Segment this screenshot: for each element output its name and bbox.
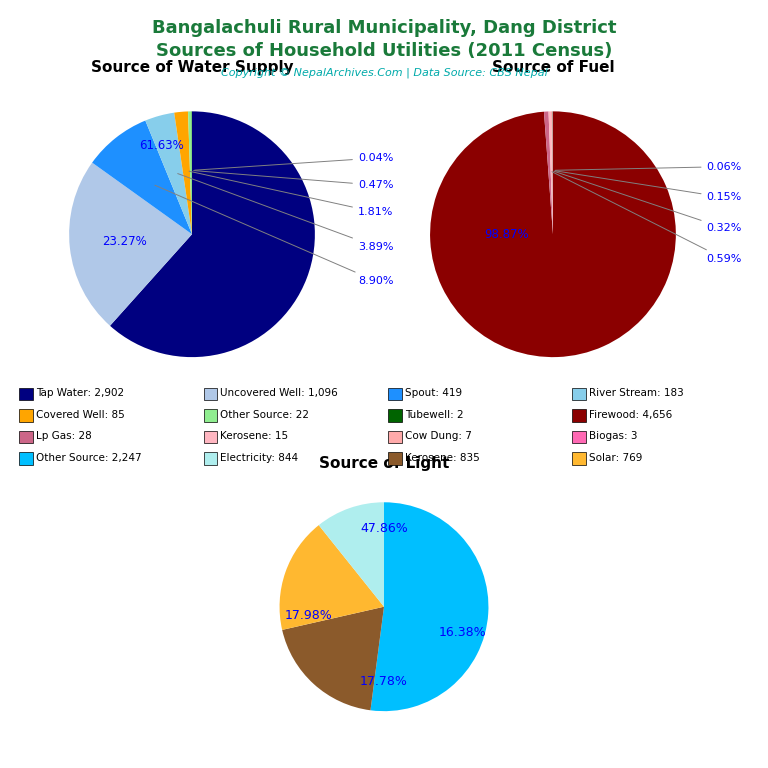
Text: River Stream: 183: River Stream: 183 xyxy=(589,388,684,399)
Text: Other Source: 22: Other Source: 22 xyxy=(220,409,310,420)
Text: 98.87%: 98.87% xyxy=(484,228,528,240)
Wedge shape xyxy=(544,111,553,234)
Wedge shape xyxy=(110,111,315,357)
Text: Kerosene: 15: Kerosene: 15 xyxy=(220,431,289,442)
Title: Source of Water Supply: Source of Water Supply xyxy=(91,61,293,75)
Text: Kerosene: 835: Kerosene: 835 xyxy=(405,452,479,463)
Text: 0.59%: 0.59% xyxy=(552,172,742,264)
Wedge shape xyxy=(282,607,384,710)
Text: 16.38%: 16.38% xyxy=(439,627,486,639)
Text: 8.90%: 8.90% xyxy=(155,185,393,286)
Text: Copyright © NepalArchives.Com | Data Source: CBS Nepal: Copyright © NepalArchives.Com | Data Sou… xyxy=(220,68,548,78)
Text: Cow Dung: 7: Cow Dung: 7 xyxy=(405,431,472,442)
Text: 0.47%: 0.47% xyxy=(194,170,393,190)
Text: Tubewell: 2: Tubewell: 2 xyxy=(405,409,463,420)
Text: 0.15%: 0.15% xyxy=(555,170,742,203)
Text: 61.63%: 61.63% xyxy=(139,139,184,152)
Text: Covered Well: 85: Covered Well: 85 xyxy=(36,409,125,420)
Wedge shape xyxy=(69,163,192,326)
Text: 17.78%: 17.78% xyxy=(360,675,408,688)
Text: 3.89%: 3.89% xyxy=(177,174,393,252)
Text: Spout: 419: Spout: 419 xyxy=(405,388,462,399)
Wedge shape xyxy=(280,525,384,630)
Text: 0.32%: 0.32% xyxy=(554,171,742,233)
Text: Lp Gas: 28: Lp Gas: 28 xyxy=(36,431,92,442)
Wedge shape xyxy=(548,111,553,234)
Title: Source of Light: Source of Light xyxy=(319,456,449,471)
Text: Uncovered Well: 1,096: Uncovered Well: 1,096 xyxy=(220,388,338,399)
Title: Source of Fuel: Source of Fuel xyxy=(492,61,614,75)
Text: Tap Water: 2,902: Tap Water: 2,902 xyxy=(36,388,124,399)
Text: Solar: 769: Solar: 769 xyxy=(589,452,642,463)
Wedge shape xyxy=(370,502,488,711)
Wedge shape xyxy=(188,111,192,234)
Wedge shape xyxy=(551,111,553,234)
Wedge shape xyxy=(174,111,192,234)
Wedge shape xyxy=(92,121,192,234)
Text: Other Source: 2,247: Other Source: 2,247 xyxy=(36,452,142,463)
Text: Sources of Household Utilities (2011 Census): Sources of Household Utilities (2011 Cen… xyxy=(156,42,612,60)
Text: Electricity: 844: Electricity: 844 xyxy=(220,452,299,463)
Wedge shape xyxy=(430,111,676,357)
Wedge shape xyxy=(319,502,384,607)
Text: 1.81%: 1.81% xyxy=(189,171,393,217)
Text: 47.86%: 47.86% xyxy=(360,522,408,535)
Text: 0.04%: 0.04% xyxy=(195,153,393,170)
Text: 23.27%: 23.27% xyxy=(102,235,147,248)
Text: Firewood: 4,656: Firewood: 4,656 xyxy=(589,409,672,420)
Wedge shape xyxy=(145,113,192,234)
Text: Biogas: 3: Biogas: 3 xyxy=(589,431,637,442)
Text: 0.06%: 0.06% xyxy=(555,161,742,172)
Text: Bangalachuli Rural Municipality, Dang District: Bangalachuli Rural Municipality, Dang Di… xyxy=(152,19,616,37)
Text: 17.98%: 17.98% xyxy=(285,608,333,621)
Wedge shape xyxy=(552,111,553,234)
